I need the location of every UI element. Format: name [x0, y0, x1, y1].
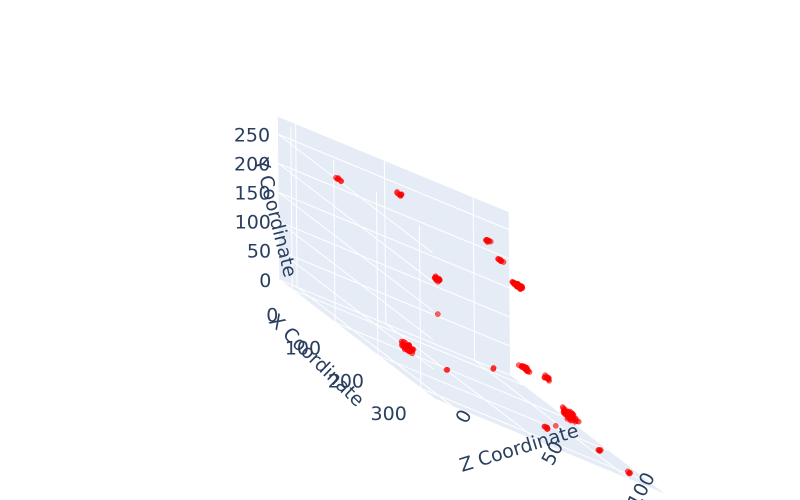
y-grid-line	[279, 279, 511, 376]
y-tick-label: 50	[247, 241, 271, 263]
data-point	[564, 409, 571, 415]
data-point	[436, 277, 443, 284]
floor-wall	[279, 279, 665, 494]
x-grid-line	[375, 192, 379, 356]
data-point	[409, 350, 416, 357]
x-axis-ticks: 0 100 200 300	[266, 305, 407, 426]
x-grid-line	[290, 126, 293, 290]
z-grid-line	[383, 160, 387, 324]
data-point	[552, 422, 559, 429]
x-grid-line	[420, 387, 652, 485]
y-grid-line	[279, 279, 434, 399]
data-point	[434, 311, 441, 317]
data-point	[500, 259, 507, 265]
data-point	[338, 178, 345, 185]
x-grid-line	[292, 289, 524, 386]
y-axis-ticks: 0 50 100 150 200 250	[234, 124, 272, 291]
x-tick-label: 200	[328, 370, 364, 392]
y-grid-line	[277, 133, 433, 253]
x-grid-line	[377, 354, 609, 452]
data-point	[487, 238, 494, 245]
x-grid-line	[334, 322, 567, 419]
grid-lines	[277, 124, 652, 485]
data-point	[490, 365, 497, 371]
data-point	[519, 283, 525, 290]
y-grid-line	[278, 192, 510, 289]
data-point	[544, 424, 550, 431]
y-grid-line	[278, 221, 510, 318]
data-point	[444, 367, 451, 373]
y-tick-label: 0	[259, 270, 271, 292]
y-grid-line	[278, 192, 434, 312]
data-point	[575, 418, 582, 425]
data-point	[397, 192, 404, 198]
y-grid-line	[278, 162, 510, 260]
data-points	[333, 174, 633, 477]
y-tick-label: 200	[234, 153, 270, 175]
x-grid-line	[418, 225, 422, 389]
y-grid-line	[278, 221, 434, 341]
y-tick-label: 100	[235, 212, 271, 234]
axis-walls	[277, 116, 665, 494]
y-tick-label: 150	[234, 183, 270, 205]
z-grid-line	[472, 197, 476, 361]
x-tick-label: 100	[285, 338, 321, 360]
z-grid-line	[474, 360, 630, 480]
x-tick-label: 300	[371, 403, 407, 425]
data-point	[524, 368, 531, 375]
data-point	[625, 470, 632, 477]
data-point	[546, 377, 552, 384]
data-point	[569, 411, 576, 418]
z-grid-line	[295, 124, 298, 288]
x-tick-label: 0	[266, 305, 278, 327]
data-point	[597, 447, 604, 453]
z-grid-line	[296, 286, 452, 406]
y-grid-line	[278, 162, 433, 283]
y-grid-line	[278, 250, 511, 347]
x-grid-line	[333, 159, 336, 323]
y-grid-line	[277, 133, 509, 231]
y-tick-label: 250	[234, 124, 270, 146]
